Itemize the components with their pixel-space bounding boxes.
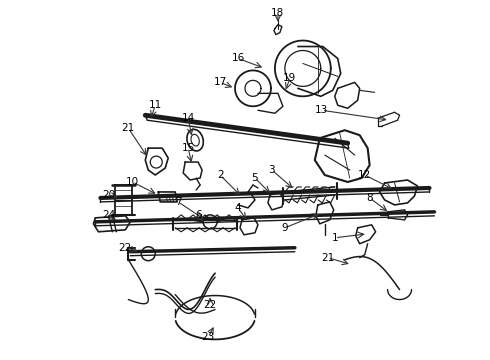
- Text: 11: 11: [148, 100, 162, 110]
- Text: 21: 21: [321, 253, 334, 263]
- Text: 19: 19: [283, 73, 296, 84]
- Text: 12: 12: [358, 170, 371, 180]
- Text: 2: 2: [217, 170, 223, 180]
- Text: 13: 13: [315, 105, 328, 115]
- Text: 9: 9: [282, 223, 288, 233]
- Text: 10: 10: [126, 177, 139, 187]
- Text: 18: 18: [271, 8, 285, 18]
- Text: 7: 7: [175, 197, 181, 207]
- Text: 4: 4: [235, 203, 242, 213]
- Text: 8: 8: [367, 193, 373, 203]
- Text: 1: 1: [331, 233, 338, 243]
- Text: 22: 22: [119, 243, 132, 253]
- Text: 6: 6: [195, 210, 201, 220]
- Text: 24: 24: [102, 210, 115, 220]
- Text: 5: 5: [252, 173, 258, 183]
- Text: 22: 22: [203, 300, 217, 310]
- Text: 23: 23: [201, 332, 215, 342]
- Text: 14: 14: [181, 113, 195, 123]
- Text: 15: 15: [181, 143, 195, 153]
- Text: 20: 20: [102, 190, 115, 200]
- Text: 3: 3: [269, 165, 275, 175]
- Text: 16: 16: [231, 54, 245, 63]
- Text: 21: 21: [122, 123, 135, 133]
- Text: 17: 17: [214, 77, 227, 87]
